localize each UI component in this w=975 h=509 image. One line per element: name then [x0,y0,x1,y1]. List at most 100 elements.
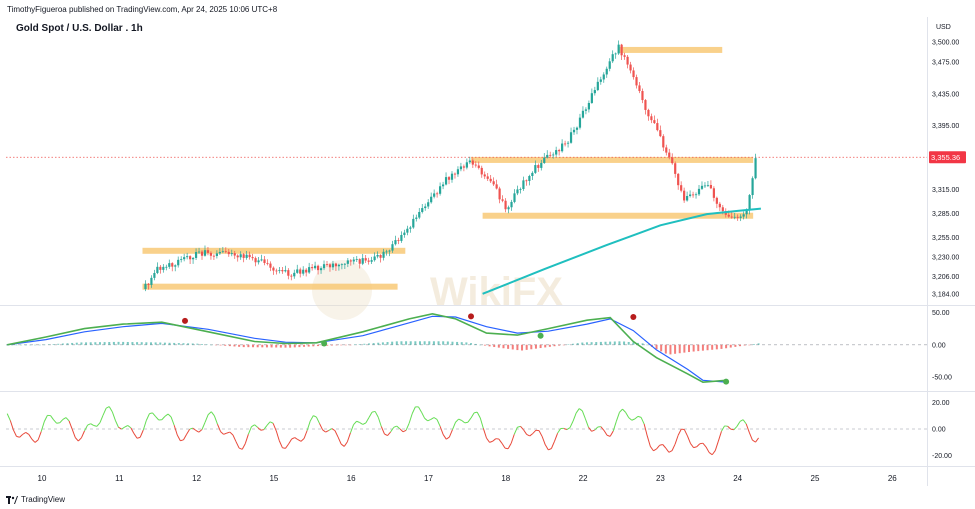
macd-histogram-bar [214,344,217,346]
macd-histogram-bar [739,344,742,347]
support-resistance-zone [617,46,723,53]
oscillator-segment [507,442,512,449]
macd-histogram-bar [720,344,723,349]
macd-histogram-bar [502,344,505,349]
oscillator-segment [6,413,11,421]
candle-body [650,116,653,121]
candle-body [587,102,590,110]
candle-body [745,209,748,215]
macd-histogram-bar [539,344,542,349]
oscillator-segment [43,415,48,422]
oscillator-segment [690,443,695,448]
candle-body [462,166,466,168]
candle-body [733,216,736,218]
oscillator-segment [114,420,119,428]
oscillator-segment [609,430,614,437]
oscillator-segment [668,450,673,453]
oscillator-segment [322,429,326,433]
oscillator-segment [622,408,626,413]
oscillator-segment [656,444,661,450]
oscillator-segment [702,442,707,448]
oscillator-segment [74,437,79,442]
oscillator-segment [464,421,469,424]
candle-body [203,250,207,256]
oscillator-segment [50,415,54,421]
candle-body [177,259,180,266]
macd-histogram-bar [89,342,92,345]
price-axis-tick-label: 3,285.00 [932,211,959,218]
time-axis-tick-label: 23 [656,474,665,483]
candle-body [409,227,412,229]
macd-histogram-bar [525,344,528,350]
macd-histogram-bar [163,342,166,345]
oscillator-segment [22,432,27,435]
time-axis-tick-label: 22 [579,474,588,483]
oscillator-segment [142,420,147,431]
macd-histogram-bar [335,344,338,346]
candle-body [430,196,433,203]
price-axis-tick-label: 3,475.00 [932,59,959,66]
oscillator-segment [628,417,633,421]
price-axis-tick-label: 3,435.00 [932,91,959,98]
oscillator-segment [244,434,249,444]
candle-body [665,147,668,153]
tradingview-brand[interactable]: TradingView [6,495,65,504]
candle-body [266,262,269,264]
oscillator-segment [68,420,73,430]
oscillator-segment [198,429,203,433]
candle-body [415,217,418,219]
macd-histogram-bar [358,344,361,345]
candle-body [617,44,620,54]
macd-histogram-bar [646,344,649,346]
oscillator-segment [263,425,268,430]
macd-histogram-bar [692,344,695,352]
oscillator-segment [130,427,135,434]
candle-body [227,251,230,255]
macd-histogram-bar [683,344,686,353]
oscillator-segment [186,428,191,435]
oscillator-segment [192,427,197,431]
candle-body [171,263,174,267]
candle-body [441,184,445,187]
oscillator-segment [346,432,351,443]
oscillator-segment [365,417,370,424]
macd-histogram-bar [395,341,398,345]
candle-body [680,185,683,191]
oscillator-segment [371,410,376,413]
oscillator-segment [510,434,515,444]
candle-body [194,252,198,258]
macd-histogram-bar [252,344,255,348]
oscillator-segment [315,416,320,424]
candle-body [459,166,463,170]
candle-body [314,265,317,269]
candle-body [543,157,546,163]
macd-histogram-bar [38,344,41,346]
macd-histogram-bar [729,344,732,348]
candle-body [465,162,468,168]
macd-histogram-bar [460,342,463,345]
oscillator-segment [303,430,308,439]
macd-histogram-bar [196,343,199,345]
oscillator-segment [594,426,599,431]
candle-body [751,178,754,196]
candle-body [742,214,745,217]
candle-body [424,206,427,209]
candle-body [638,85,641,92]
macd-histogram-bar [289,344,292,348]
candle-body [197,251,201,253]
candle-body [319,268,323,271]
macd-cross-marker [321,340,328,347]
macd-histogram-bar [182,343,185,345]
macd-histogram-bar [224,344,227,346]
macd-histogram-bar [530,344,533,350]
time-axis-tick-label: 25 [811,474,820,483]
macd-histogram-bar [562,344,565,346]
macd-histogram-bar [330,344,333,346]
oscillator-segment [285,443,289,449]
oscillator-segment [257,427,262,431]
macd-histogram-bar [437,341,440,345]
oscillator-segment [467,417,472,423]
oscillator-segment [686,435,692,444]
macd-histogram-bar [456,341,459,345]
